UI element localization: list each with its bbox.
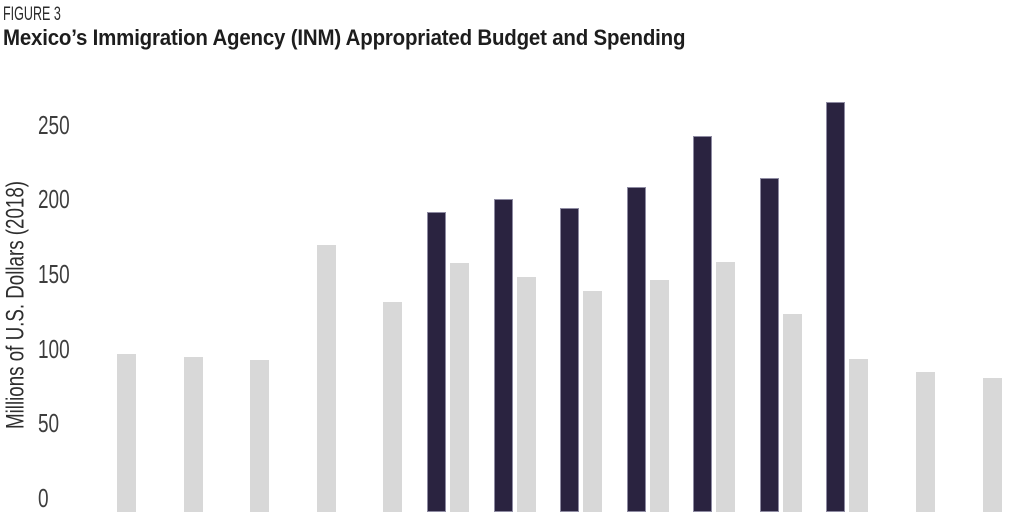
y-tick-label: 50 xyxy=(38,408,60,438)
bar-spending xyxy=(450,263,469,512)
y-tick-label: 0 xyxy=(38,483,49,512)
bar-spending xyxy=(383,302,402,512)
bar-spending xyxy=(783,314,802,512)
bar-spending xyxy=(650,280,669,512)
bar-spending xyxy=(250,360,269,512)
bar-appropriated-budget xyxy=(826,102,845,512)
bar-spending xyxy=(517,277,536,512)
bar-spending xyxy=(184,357,203,512)
bar-spending xyxy=(317,245,336,512)
bar-spending xyxy=(916,372,935,512)
y-axis-title: Millions of U.S. Dollars (2018) xyxy=(1,180,30,430)
figure-number-label: FIGURE 3 xyxy=(3,4,61,25)
y-tick-label: 100 xyxy=(38,334,70,364)
bar-spending xyxy=(849,359,868,512)
y-tick-label: 150 xyxy=(38,259,70,289)
bar-spending xyxy=(117,354,136,512)
bar-spending xyxy=(716,262,735,512)
y-tick-label: 250 xyxy=(38,110,70,140)
bar-appropriated-budget xyxy=(560,208,579,512)
bar-appropriated-budget xyxy=(427,212,446,512)
chart-title: Mexico’s Immigration Agency (INM) Approp… xyxy=(3,25,686,50)
bar-appropriated-budget xyxy=(627,187,646,512)
bar-spending xyxy=(983,378,1002,512)
y-tick-label: 200 xyxy=(38,184,70,214)
bar-appropriated-budget xyxy=(494,199,513,512)
bar-appropriated-budget xyxy=(760,178,779,512)
bar-appropriated-budget xyxy=(693,136,712,512)
bar-spending xyxy=(583,291,602,512)
